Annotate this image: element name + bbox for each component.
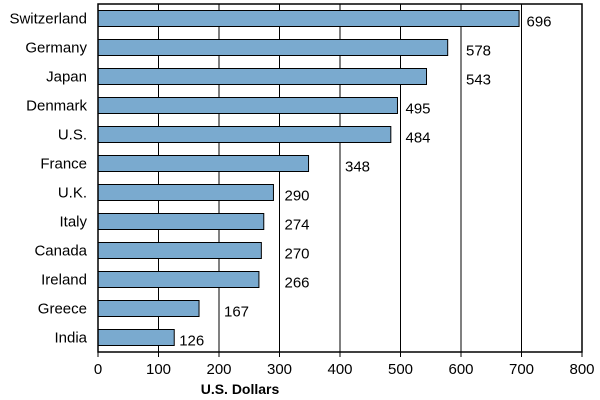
category-label: U.K. bbox=[58, 185, 87, 202]
bar bbox=[97, 68, 428, 85]
x-tick-label: 400 bbox=[327, 361, 352, 378]
category-label: France bbox=[40, 156, 87, 173]
category-label: Japan bbox=[46, 69, 87, 86]
bar bbox=[97, 126, 392, 143]
data-label: 484 bbox=[406, 130, 431, 147]
category-label: Italy bbox=[59, 214, 87, 231]
data-label: 270 bbox=[285, 246, 310, 263]
data-label: 274 bbox=[285, 217, 310, 234]
x-tick-label: 600 bbox=[448, 361, 473, 378]
category-labels: Switzerland Germany Japan Denmark U.S. France… bbox=[9, 11, 87, 347]
bar bbox=[97, 10, 520, 27]
x-tick-label: 700 bbox=[509, 361, 534, 378]
bar bbox=[97, 97, 398, 114]
category-label: Germany bbox=[25, 40, 87, 57]
bar bbox=[97, 213, 265, 230]
x-tick-label: 300 bbox=[267, 361, 292, 378]
data-label: 696 bbox=[527, 14, 552, 31]
x-axis-title: U.S. Dollars bbox=[201, 381, 280, 397]
data-label: 543 bbox=[466, 72, 491, 89]
category-label: Denmark bbox=[26, 98, 87, 115]
data-label: 167 bbox=[224, 304, 249, 321]
category-label: Ireland bbox=[41, 272, 87, 289]
category-label: India bbox=[54, 330, 87, 347]
category-label: Canada bbox=[34, 243, 87, 260]
x-tick-label: 200 bbox=[206, 361, 231, 378]
data-label: 290 bbox=[285, 188, 310, 205]
x-tick-label: 800 bbox=[569, 361, 594, 378]
bar bbox=[97, 300, 200, 317]
bar bbox=[97, 184, 274, 201]
data-label: 578 bbox=[466, 43, 491, 60]
data-label: 495 bbox=[406, 101, 431, 118]
data-label: 126 bbox=[179, 333, 204, 350]
data-label: 266 bbox=[285, 275, 310, 292]
x-tick-label: 0 bbox=[94, 361, 102, 378]
bar bbox=[97, 39, 449, 56]
data-label: 348 bbox=[345, 159, 370, 176]
gridlines bbox=[158, 4, 522, 352]
bar bbox=[97, 155, 310, 172]
bar bbox=[97, 242, 262, 259]
category-label: Greece bbox=[38, 301, 87, 318]
bar bbox=[97, 271, 260, 288]
bars bbox=[97, 10, 520, 346]
x-tick-label: 100 bbox=[146, 361, 171, 378]
data-labels: 696 578 543 495 484 348 290 274 270 266 167 126 bbox=[179, 14, 551, 350]
category-label: U.S. bbox=[58, 127, 87, 144]
category-label: Switzerland bbox=[9, 11, 87, 28]
bar bbox=[97, 329, 175, 346]
x-tick-label: 500 bbox=[388, 361, 413, 378]
x-axis-ticks: 0 100 200 300 400 500 600 700 800 bbox=[94, 352, 595, 378]
